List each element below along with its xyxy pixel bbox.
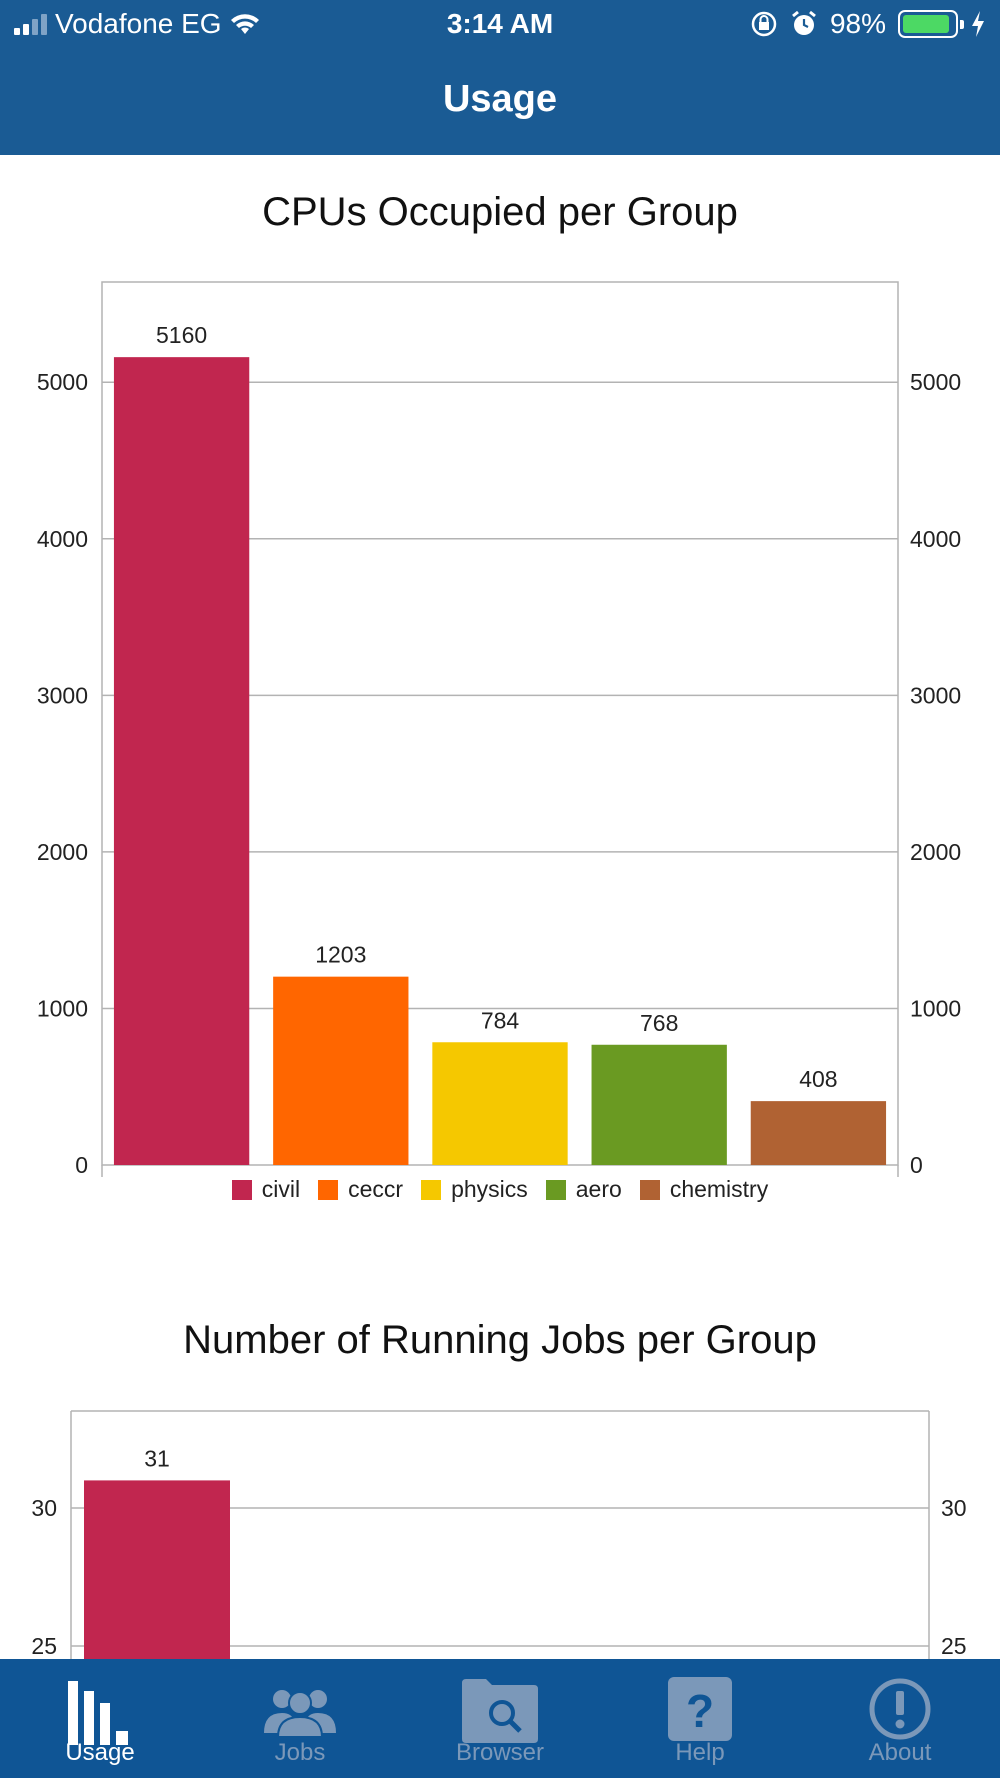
status-time: 3:14 AM xyxy=(446,8,554,39)
data-label-aero: 768 xyxy=(640,1010,678,1036)
battery-percent: 98% xyxy=(829,8,886,39)
bar-ceccr xyxy=(273,976,409,1165)
charging-icon xyxy=(972,11,984,37)
status-left: Vodafone EG xyxy=(14,8,260,40)
legend-swatch xyxy=(421,1179,442,1200)
y-tick-right: 4000 xyxy=(910,526,961,552)
y-tick-left: 0 xyxy=(75,1152,88,1178)
question-icon: ? xyxy=(668,1677,732,1741)
legend-item-chemistry: chemistry xyxy=(639,1176,769,1203)
tab-label: Jobs xyxy=(274,1739,326,1766)
jobs-chart-title: Number of Running Jobs per Group xyxy=(183,1318,817,1362)
tab-label: Usage xyxy=(65,1739,135,1766)
legend-swatch xyxy=(639,1179,660,1200)
y-tick-left: 3000 xyxy=(37,682,88,708)
bar-chemistry xyxy=(750,1101,887,1165)
legend-label: aero xyxy=(575,1176,622,1202)
status-bar: Vodafone EG 3:14 AM 98% xyxy=(0,0,1000,50)
legend-label: physics xyxy=(451,1176,528,1202)
data-label-civil: 31 xyxy=(144,1445,170,1471)
legend-swatch xyxy=(545,1179,566,1200)
rotation-lock-icon xyxy=(751,11,777,37)
tab-label: Browser xyxy=(455,1739,545,1766)
y-tick-left: 30 xyxy=(31,1495,57,1521)
tab-jobs[interactable]: Jobs xyxy=(200,1659,400,1778)
y-tick-right: 5000 xyxy=(910,369,961,395)
cpu-chart: 0 0 1000 1000 2000 2000 3000 3000 4000 4000 5000 50… xyxy=(37,281,961,1178)
data-label-civil: 5160 xyxy=(156,322,207,348)
cpu-chart-title: CPUs Occupied per Group xyxy=(262,190,738,234)
svg-text:?: ? xyxy=(686,1685,714,1737)
wifi-icon xyxy=(230,14,259,34)
legend-item-civil: civil xyxy=(231,1176,301,1203)
y-tick-left: 4000 xyxy=(37,526,88,552)
tab-browser[interactable]: Browser xyxy=(400,1659,600,1778)
y-tick-left: 5000 xyxy=(37,369,88,395)
y-tick-right: 2000 xyxy=(910,839,961,865)
legend-label: ceccr xyxy=(348,1176,404,1202)
group-icon xyxy=(264,1690,336,1738)
y-tick-left: 1000 xyxy=(37,995,88,1021)
legend-label: civil xyxy=(261,1176,301,1202)
legend-item-aero: aero xyxy=(545,1176,622,1203)
y-tick-left: 2000 xyxy=(37,839,88,865)
tab-label: About xyxy=(868,1739,932,1766)
folder-search-icon xyxy=(462,1679,538,1743)
legend-swatch xyxy=(318,1179,339,1200)
bar-aero xyxy=(591,1044,727,1165)
tab-about[interactable]: About xyxy=(800,1659,1000,1778)
top-bar: Vodafone EG 3:14 AM 98% xyxy=(0,0,1000,155)
tab-help[interactable]: ? Help xyxy=(600,1659,800,1778)
data-label-ceccr: 1203 xyxy=(315,942,366,968)
tab-label: Help xyxy=(675,1739,725,1766)
carrier-label: Vodafone EG xyxy=(55,8,222,39)
page-title: Usage xyxy=(442,78,558,120)
legend-item-ceccr: ceccr xyxy=(318,1176,403,1203)
y-tick-right: 3000 xyxy=(910,682,961,708)
bar-physics xyxy=(432,1042,568,1165)
legend-item-physics: physics xyxy=(421,1176,528,1203)
tab-usage[interactable]: Usage xyxy=(0,1659,200,1778)
chart-legend: civil ceccr physics aero chemistry xyxy=(0,1176,1000,1203)
info-alert-icon xyxy=(869,1678,931,1740)
alarm-icon xyxy=(792,10,816,35)
y-tick-right: 30 xyxy=(941,1495,967,1521)
y-tick-right: 0 xyxy=(910,1152,923,1178)
data-label-chemistry: 408 xyxy=(799,1066,837,1092)
data-label-physics: 784 xyxy=(481,1007,520,1033)
legend-swatch xyxy=(231,1179,252,1200)
bar-chart-icon xyxy=(68,1681,128,1745)
bar-civil xyxy=(84,1480,230,1660)
y-tick-right: 25 xyxy=(941,1633,967,1659)
y-tick-left: 25 xyxy=(31,1633,57,1659)
tab-bar: Usage Jobs Browser ? Help xyxy=(0,1659,1000,1778)
status-right: 98% xyxy=(750,8,986,40)
signal-icon xyxy=(14,13,47,35)
y-tick-right: 1000 xyxy=(910,995,961,1021)
bar-civil xyxy=(113,357,250,1165)
legend-label: chemistry xyxy=(669,1176,769,1202)
jobs-chart: 25 25 30 30 31 xyxy=(31,1410,967,1660)
battery-icon xyxy=(898,10,964,38)
